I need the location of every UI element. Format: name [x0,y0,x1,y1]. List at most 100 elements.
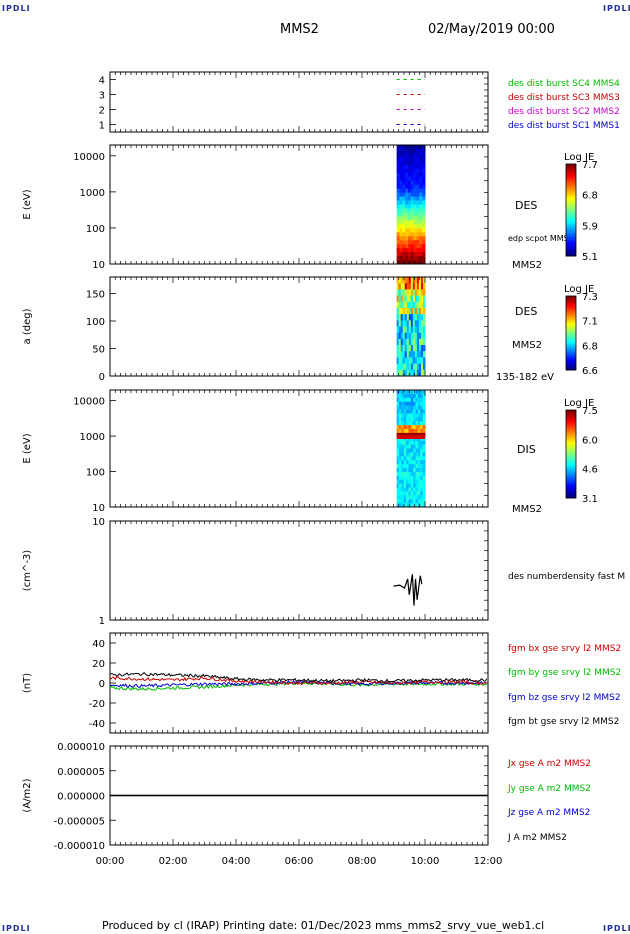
dis-energy-label: DIS [517,443,536,456]
colorbar-2-cell [566,312,576,315]
colorbar-1-cell [566,214,576,218]
des-energy-cell [405,168,409,174]
des-energy-cell [416,184,420,190]
des-pitch-cell [404,357,408,365]
des-energy-cell [402,208,406,213]
time-axis-label: 12:00 [474,856,503,867]
colorbar-2-cell [566,310,576,314]
dis-energy-cell [420,440,424,446]
des-energy-cell [405,244,409,249]
colorbar-3-cell [566,418,576,422]
des-energy-cell [405,200,409,205]
des-energy-cell [419,152,423,158]
des-energy-cell [399,160,403,166]
colorbar-3-cell [566,443,576,446]
density-series-label: des numberdensity fast M [508,572,625,582]
dis-energy-cell [415,397,419,403]
dis-energy-cell [403,495,407,500]
dis-energy-cell [408,429,412,434]
des-energy-cell [399,216,403,221]
des-pitch-cell [414,345,418,352]
des-energy-cell [399,252,403,257]
dis-energy-cell [401,499,405,504]
dis-energy-cell [408,491,412,496]
dis-energy-cell [406,471,409,477]
des-pitch-cell [400,314,404,321]
colorbar-2-cell [566,351,576,354]
dis-energy-cell [406,401,409,407]
dis-energy-cell [401,401,405,407]
colorbar-1-cell [566,235,576,239]
des-energy-cell [407,168,412,174]
des-pitch-cell [422,289,426,297]
colorbar-2-cell [566,334,576,338]
bfield-legend-3: fgm bt gse srvy l2 MMS2 [508,717,619,727]
bfield-legend-0: fgm bx gse srvy l2 MMS2 [508,644,621,654]
des-pitch-cell [420,320,424,327]
dis-energy-cell [417,405,421,410]
colorbar-3-cell [566,458,576,462]
des-energy-cell [419,148,423,154]
des-pitch-cell [420,301,424,309]
dis-energy-cell [403,444,407,449]
dis-energy-cell [417,483,421,488]
dis-energy-cell [403,390,407,395]
dis-energy-cell [417,452,421,457]
des-pitch-cell [416,357,420,365]
time-axis-label: 06:00 [285,856,314,867]
dis-energy-cell [408,444,412,449]
des-pitch-panel-ytick-label: 0 [99,372,105,383]
des-energy-cell [399,220,403,225]
des-energy-cell [402,148,406,154]
dis-energy-cell [422,468,426,473]
colorbar-1-tick: 5.9 [582,221,598,232]
dis-energy-cell [420,444,424,449]
current-panel-ytick-label: -0.000010 [54,841,105,852]
colorbar-3-cell [566,416,576,420]
des-energy-cell [410,228,415,233]
des-pitch-cell [406,314,410,321]
colorbar-3-cell [566,429,576,433]
dis-energy-cell [396,401,400,407]
des-energy-cell [407,188,412,194]
dis-energy-cell [410,468,414,473]
des-pitch-cell [408,307,412,315]
corner-tag-top-right: IPDLI [603,4,630,13]
colorbar-1-cell [566,184,576,188]
dis-energy-cell [403,421,407,426]
dis-energy-cell [403,425,407,430]
des-energy-cell [405,164,409,170]
colorbar-3-cell [566,425,576,429]
des-pitch-cell [422,283,426,290]
dis-energy-cell [420,483,424,488]
dis-energy-cell [420,397,424,403]
dis-energy-cell [420,452,424,457]
des-energy-bottom-label: MMS2 [512,260,542,271]
des-energy-cell [402,196,406,202]
des-pitch-cell [420,363,424,371]
dis-energy-cell [406,413,409,418]
des-energy-cell [402,204,406,209]
des-energy-cell [419,172,423,178]
des-pitch-cell [410,332,414,340]
dis-energy-cell [396,491,400,496]
time-axis-label: 00:00 [96,856,125,867]
dis-energy-cell [410,471,414,477]
dis-energy-cell [415,495,419,500]
des-energy-cell [399,148,403,154]
des-energy-cell [405,216,409,221]
colorbar-2-cell [566,366,576,369]
des-pitch-panel-ylabel: a (deg) [22,308,33,344]
des-pitch-cell [396,357,400,365]
des-pitch-cell [418,289,422,297]
des-pitch-cell [396,307,400,315]
des-energy-cell [413,236,417,241]
des-energy-cell [405,160,409,166]
des-energy-panel-ylabel: E (eV) [22,189,33,219]
des-pitch-cell [408,326,412,334]
des-pitch-cell [406,326,410,334]
dis-energy-cell [408,413,412,418]
dis-energy-cell [406,487,409,492]
dis-energy-panel-ytick-label: 10 [92,503,105,514]
dis-energy-cell [401,397,405,403]
